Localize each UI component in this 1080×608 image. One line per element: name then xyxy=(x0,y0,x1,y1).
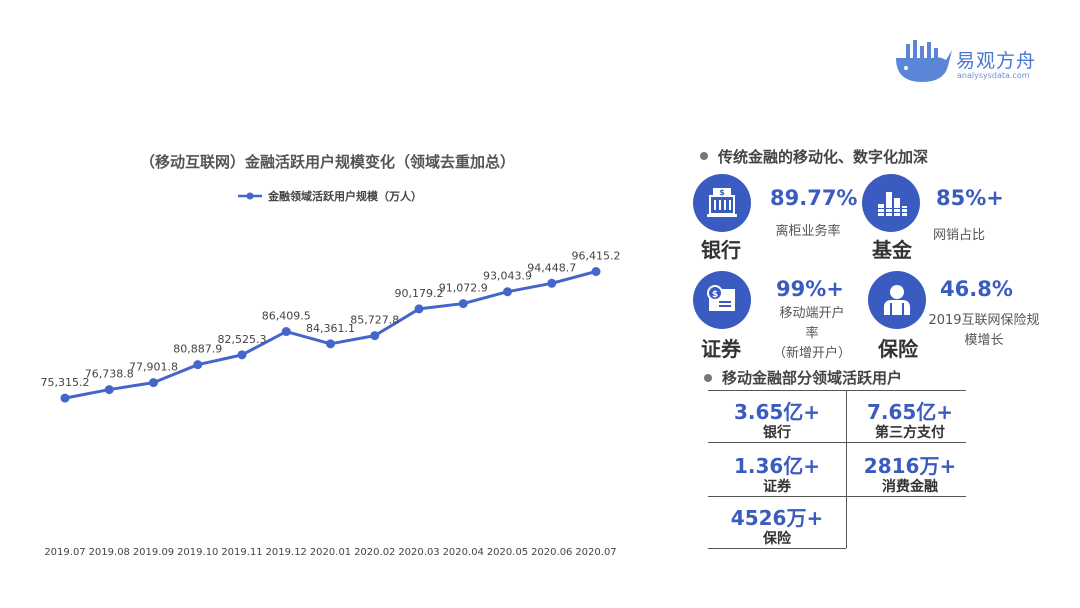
data-point xyxy=(193,360,203,370)
data-point xyxy=(547,278,557,288)
bullet xyxy=(700,152,708,160)
data-point xyxy=(60,393,70,403)
securities-desc-line: （新增开户） xyxy=(772,346,851,361)
data-label: 91,072.9 xyxy=(439,282,488,295)
bank-circle: $ xyxy=(693,174,751,232)
insurance-circle xyxy=(868,271,926,329)
securities-desc-line: 率 xyxy=(805,326,819,341)
securities-desc-line: 移动端开户 xyxy=(779,306,845,321)
logo-url: analysysdata.com xyxy=(957,71,1030,80)
data-point xyxy=(281,327,291,337)
data-label: 93,043.9 xyxy=(483,270,532,283)
data-label: 80,887.9 xyxy=(173,343,222,356)
person-icon xyxy=(884,285,910,315)
insurance-users-value: 4526万+ xyxy=(730,506,824,530)
bank-value: 89.77% xyxy=(770,186,858,210)
x-tick-label: 2019.09 xyxy=(133,547,174,558)
x-tick-label: 2020.07 xyxy=(575,547,616,558)
payment-users-label: 第三方支付 xyxy=(875,425,945,441)
fund-circle xyxy=(862,174,920,232)
line-chart: 金融领域活跃用户规模（万人） 75,315.276,738.877,901.8 80… xyxy=(41,189,621,558)
data-point xyxy=(370,331,380,341)
data-label: 76,738.8 xyxy=(85,368,134,381)
svg-text:$: $ xyxy=(719,188,725,197)
x-tick-label: 2020.02 xyxy=(354,547,395,558)
logo xyxy=(892,36,1042,88)
data-label: 77,901.8 xyxy=(129,361,178,374)
fund-value: 85%+ xyxy=(936,186,1004,210)
insurance-value: 46.8% xyxy=(940,277,1013,301)
x-tick-label: 2020.04 xyxy=(443,547,484,558)
x-tick-label: 2019.12 xyxy=(266,547,307,558)
table-line xyxy=(708,496,966,497)
whale-logo-icon xyxy=(896,40,952,82)
table-line xyxy=(708,442,966,443)
section-title-traditional: 传统金融的移动化、数字化加深 xyxy=(718,148,929,166)
bank-users-value: 3.65亿+ xyxy=(733,400,821,424)
insurance-desc: 2019互联网保险规 模增长 xyxy=(920,311,1048,351)
data-point xyxy=(591,267,601,277)
data-label: 84,361.1 xyxy=(306,322,355,335)
table-line xyxy=(708,548,846,549)
bank-label: 银行 xyxy=(701,238,741,262)
data-point xyxy=(104,385,114,395)
data-label: 86,409.5 xyxy=(262,310,311,323)
x-tick-label: 2019.07 xyxy=(44,547,85,558)
insurance-desc-line: 模增长 xyxy=(964,333,1004,348)
securities-users-value: 1.36亿+ xyxy=(733,454,821,478)
fund-label: 基金 xyxy=(872,238,912,262)
securities-desc: 移动端开户 率 （新增开户） xyxy=(766,304,858,364)
data-point xyxy=(458,299,468,309)
bank-users-label: 银行 xyxy=(763,425,791,441)
data-label: 82,525.3 xyxy=(218,333,267,346)
consumer-finance-users-value: 2816万+ xyxy=(863,454,957,478)
section-title-mobile: 移动金融部分领域活跃用户 xyxy=(722,369,903,387)
data-point xyxy=(237,350,247,360)
securities-value: 99%+ xyxy=(776,277,844,301)
data-point xyxy=(149,378,158,388)
logo-name: 易观方舟 xyxy=(956,50,1037,72)
legend-marker xyxy=(246,192,254,200)
insurance-label: 保险 xyxy=(878,337,918,361)
data-label: 85,727.8 xyxy=(350,314,399,327)
data-label: 90,179.2 xyxy=(395,287,444,300)
bank-icon: $ xyxy=(707,188,737,217)
data-point xyxy=(326,339,335,349)
securities-circle: $ xyxy=(693,271,751,329)
x-tick-label: 2020.05 xyxy=(487,547,528,558)
x-tick-label: 2019.11 xyxy=(221,547,262,558)
card-icon: $ xyxy=(707,285,735,311)
data-point xyxy=(414,304,424,314)
x-tick-label: 2020.01 xyxy=(310,547,351,558)
consumer-finance-users-label: 消费金融 xyxy=(882,479,938,495)
insurance-users-label: 保险 xyxy=(763,531,791,547)
x-tick-label: 2020.03 xyxy=(398,547,439,558)
legend-label: 金融领域活跃用户规模（万人） xyxy=(267,189,422,203)
securities-users-label: 证券 xyxy=(763,479,791,495)
bank-desc: 离柜业务率 xyxy=(775,224,841,239)
bullet xyxy=(704,374,712,382)
chart-title: （移动互联网）金融活跃用户规模变化（领域去重加总） xyxy=(140,153,516,171)
data-label: 75,315.2 xyxy=(41,376,90,389)
coins-icon xyxy=(878,192,907,216)
svg-text:$: $ xyxy=(712,290,718,300)
securities-label: 证券 xyxy=(701,337,741,361)
x-tick-label: 2019.10 xyxy=(177,547,218,558)
table-line xyxy=(708,390,966,391)
data-label: 94,448.7 xyxy=(527,261,576,274)
x-tick-label: 2019.08 xyxy=(89,547,130,558)
data-label: 96,415.2 xyxy=(572,250,621,263)
payment-users-value: 7.65亿+ xyxy=(866,400,954,424)
fund-desc: 网销占比 xyxy=(932,228,985,243)
data-point xyxy=(503,287,512,297)
insurance-desc-line: 2019互联网保险规 xyxy=(928,313,1040,328)
table-divider xyxy=(846,390,847,548)
x-tick-label: 2020.06 xyxy=(531,547,572,558)
